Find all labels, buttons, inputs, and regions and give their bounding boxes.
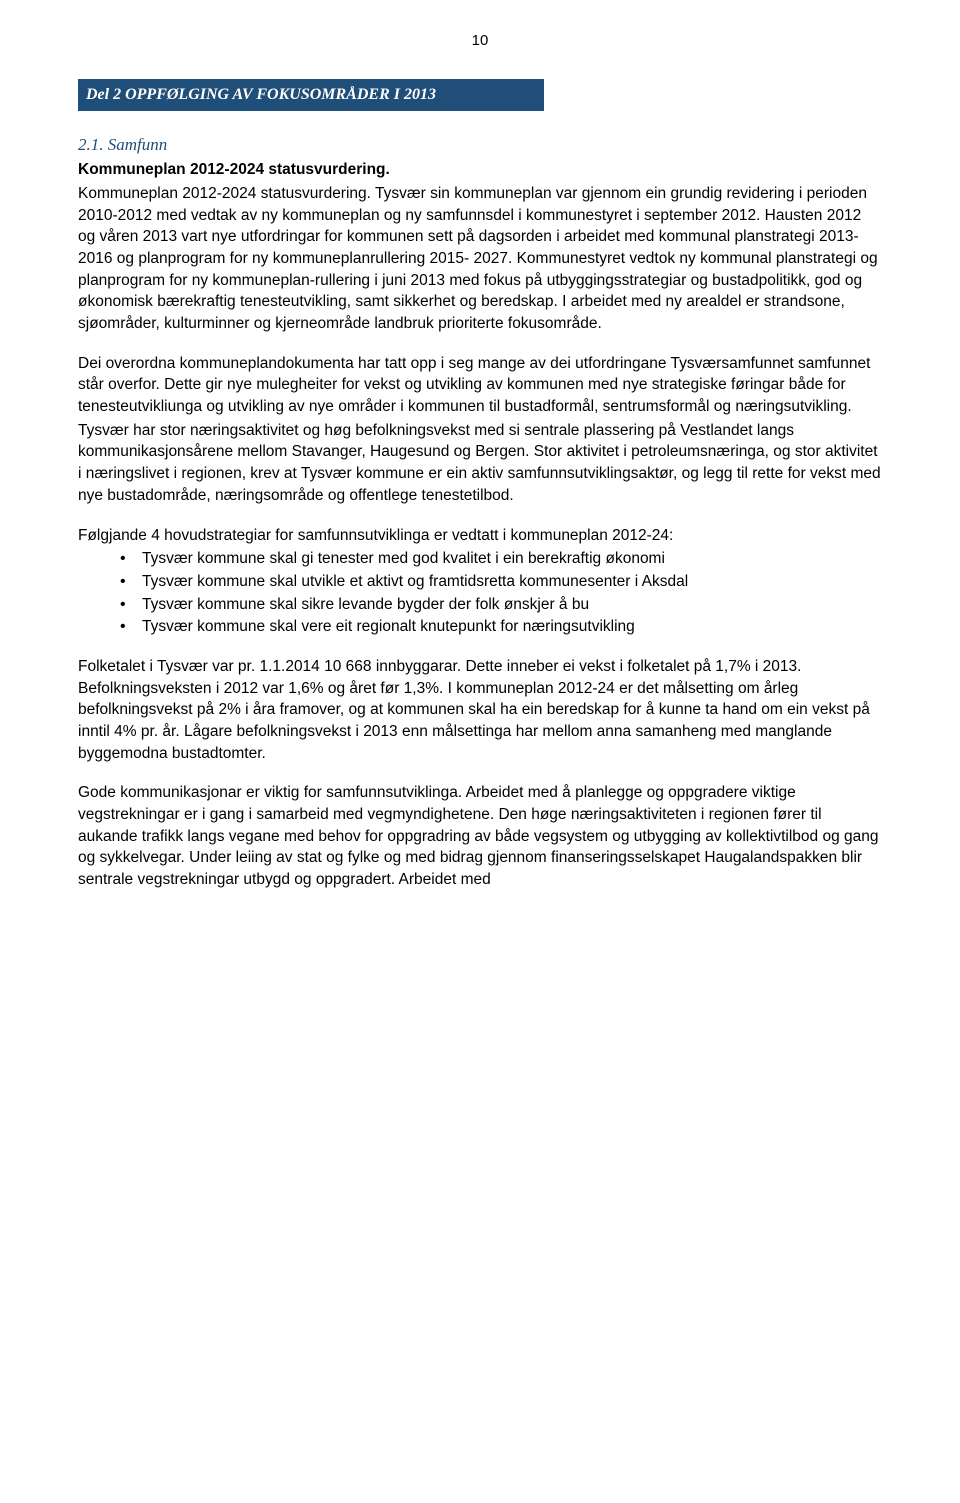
paragraph-4-intro: Følgjande 4 hovudstrategiar for samfunns… [78,525,882,547]
paragraph-2: Dei overordna kommuneplandokumenta har t… [78,353,882,418]
paragraph-3: Tysvær har stor næringsaktivitet og høg … [78,420,882,507]
list-item: Tysvær kommune skal gi tenester med god … [120,548,882,570]
subsection-heading: 2.1. Samfunn [78,133,882,157]
paragraph-6: Gode kommunikasjonar er viktig for samfu… [78,782,882,890]
paragraph-5: Folketalet i Tysvær var pr. 1.1.2014 10 … [78,656,882,764]
paragraph-1: Kommuneplan 2012-2024 statusvurdering. T… [78,183,882,335]
strategy-list: Tysvær kommune skal gi tenester med god … [78,548,882,638]
bold-subtitle: Kommuneplan 2012-2024 statusvurdering. [78,159,882,181]
list-item: Tysvær kommune skal vere eit regionalt k… [120,616,882,638]
list-item: Tysvær kommune skal sikre levande bygder… [120,594,882,616]
section-banner: Del 2 OPPFØLGING AV FOKUSOMRÅDER I 2013 [78,79,544,111]
page-number: 10 [78,30,882,51]
list-item: Tysvær kommune skal utvikle et aktivt og… [120,571,882,593]
